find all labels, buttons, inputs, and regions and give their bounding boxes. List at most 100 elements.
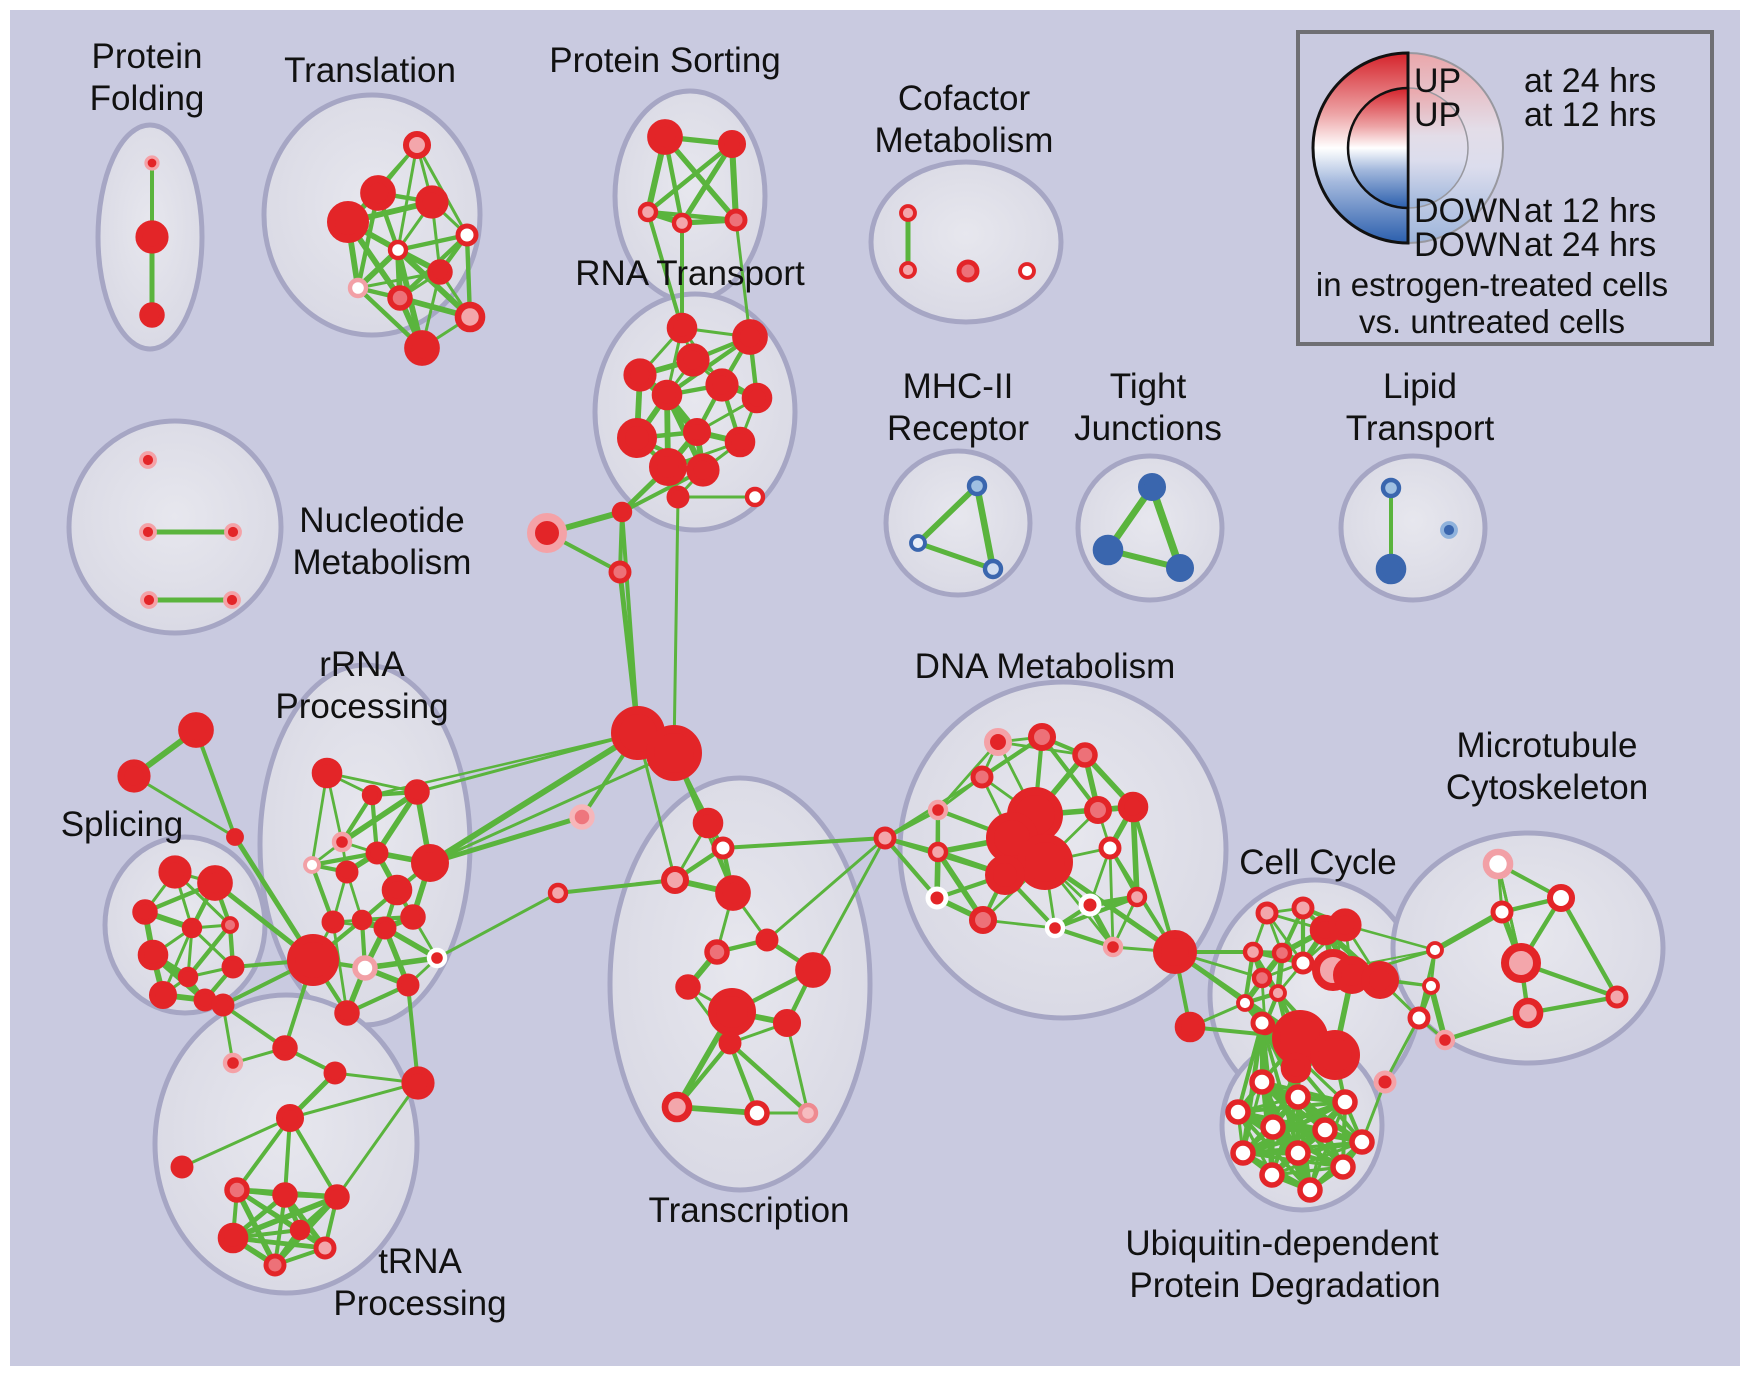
gene-node-white_core [1285, 1140, 1311, 1166]
gene-node-solid [795, 952, 831, 988]
cluster-label-transcription: Transcription [649, 1191, 850, 1230]
gene-node-white_core [1098, 836, 1122, 860]
gene-node-solid_blue [1375, 553, 1407, 585]
gene-node-white_core [1259, 1162, 1285, 1188]
edge-tight-junctions [1148, 483, 1184, 572]
gene-node-white_core [1018, 262, 1036, 280]
gene-node-solid [335, 860, 359, 884]
gene-node-solid [221, 955, 245, 979]
gene-node-mid_pink [387, 285, 413, 311]
gene-node-halo_red [144, 155, 160, 171]
gene-node-pink_core [1501, 943, 1541, 983]
edge-rrna-processing [310, 771, 329, 867]
bridge-edge [132, 774, 237, 839]
edge-transcription [785, 1021, 810, 1115]
edge-dna-metabolism [1108, 846, 1115, 949]
bridge-edge [734, 218, 752, 339]
legend-direction-label: UP [1414, 62, 1461, 100]
gene-node-pink_white [352, 955, 378, 981]
gene-node-blue_white [909, 534, 927, 552]
gene-node-solid [404, 330, 440, 366]
gene-node-solid [1174, 1011, 1206, 1043]
gene-node-pink_core [1255, 901, 1279, 925]
gene-node-solid [148, 980, 178, 1010]
gene-node-white_core [1349, 1129, 1375, 1155]
gene-node-solid [682, 417, 712, 447]
gene-node-mid_pink [704, 939, 730, 965]
cluster-label-rrna-processing: rRNA [319, 645, 405, 684]
gene-node-solid [381, 874, 413, 906]
gene-node-solid [361, 784, 383, 806]
gene-node-pink_core [1512, 997, 1544, 1029]
gene-node-pink_core [454, 301, 486, 333]
gene-node-white_core [744, 486, 766, 508]
gene-node-solid [311, 757, 343, 789]
legend-time-label: at 24 hrs [1524, 62, 1656, 100]
gene-node-solid [755, 928, 779, 952]
edge-protein-sorting [645, 141, 735, 215]
cluster-label-cofactor-metabolism: Metabolism [875, 121, 1054, 160]
gene-node-white_core [1332, 1089, 1358, 1115]
gene-node-solid [323, 1061, 347, 1085]
cluster-label-protein-sorting: Protein Sorting [549, 41, 781, 80]
gene-node-solid [373, 916, 397, 940]
gene-node-solid [708, 988, 756, 1036]
gene-node-white_core [744, 1100, 770, 1126]
gene-node-solid [137, 939, 169, 971]
gene-node-halo_red [1373, 1070, 1397, 1094]
gene-node-solid [275, 1103, 305, 1133]
gene-node-solid [321, 910, 345, 934]
gene-node-halo_red [139, 451, 157, 469]
gene-node-solid [705, 368, 739, 402]
gene-node-solid [396, 973, 420, 997]
cluster-label-nucleotide-metabolism: Nucleotide [299, 501, 464, 540]
cluster-label-cofactor-metabolism: Cofactor [898, 79, 1031, 118]
gene-node-solid [646, 725, 702, 781]
gene-node-pink_white [1482, 848, 1514, 880]
gene-node-pink_white [303, 856, 321, 874]
gene-node-solid_blue [1165, 553, 1195, 583]
edge-rrna-processing [339, 789, 420, 845]
cluster-label-protein-folding: Protein [92, 37, 203, 76]
cluster-label-ubiquitin-degradation: Protein Degradation [1129, 1266, 1440, 1305]
bridge-edge [194, 728, 237, 839]
gene-node-mid_pink [956, 259, 980, 283]
edge-rrna-processing [325, 771, 419, 794]
cluster-label-tight-junctions: Junctions [1074, 409, 1222, 448]
bridge-edge [672, 495, 680, 755]
gene-node-solid [1153, 930, 1197, 974]
gene-node-white_core [1291, 951, 1315, 975]
edge-microtubule-cytoskeleton [1558, 895, 1620, 1000]
cluster-label-nucleotide-metabolism: Metabolism [293, 543, 472, 582]
gene-node-white_core [1225, 1099, 1251, 1125]
gene-node-solid [1361, 961, 1399, 999]
edge-trna-processing [230, 1194, 340, 1241]
gene-node-solid [666, 312, 698, 344]
gene-node-halo_red [927, 799, 949, 821]
gene-node-solid [170, 1155, 194, 1179]
gene-node-solid [287, 934, 339, 986]
gene-node-solid [415, 185, 449, 219]
gene-node-halo_red [1102, 936, 1124, 958]
edge-rrna-processing [331, 920, 349, 1015]
gene-node-white_core [1230, 1140, 1256, 1166]
bridge-edge [765, 836, 887, 942]
gene-node-mid_pink [1072, 742, 1098, 768]
gene-node-white_core [1426, 941, 1444, 959]
edge-splicing [185, 922, 233, 980]
gene-node-mid_pink [724, 208, 748, 232]
gene-node-solid [676, 343, 710, 377]
cluster-bubble-mhc-ii-receptor [883, 448, 1033, 598]
edge-microtubule-cytoskeleton [1432, 909, 1505, 953]
gene-node-white_core [1250, 1011, 1274, 1035]
gene-node-solid [411, 844, 449, 882]
cluster-label-lipid-transport: Transport [1346, 409, 1495, 448]
gene-node-pink_core [671, 212, 693, 234]
bridge-edge [288, 1116, 339, 1199]
cluster-bubble-nucleotide-metabolism [66, 418, 284, 636]
gene-node-mid_pink [221, 916, 239, 934]
cluster-label-trna-processing: Processing [333, 1284, 506, 1323]
gene-node-solid [1310, 1030, 1360, 1080]
gene-node-solid [351, 909, 373, 931]
